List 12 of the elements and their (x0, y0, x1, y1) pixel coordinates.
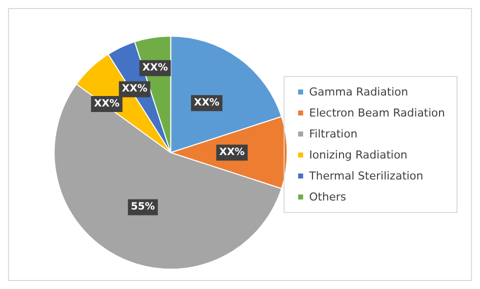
legend-label: Ionizing Radiation (309, 148, 408, 162)
data-label: XX% (142, 62, 168, 74)
data-label: XX% (122, 84, 148, 95)
legend-label: Electron Beam Radiation (309, 106, 446, 120)
legend-label: Filtration (309, 128, 358, 140)
data-label: XX% (219, 147, 245, 158)
legend-label: Gamma Radiation (309, 86, 408, 98)
legend-label: Thermal Sterilization (308, 170, 424, 182)
legend-label: Others (309, 190, 346, 204)
data-label: 55% (130, 202, 155, 213)
data-label: XX% (194, 98, 220, 109)
data-label: XX% (94, 98, 120, 110)
